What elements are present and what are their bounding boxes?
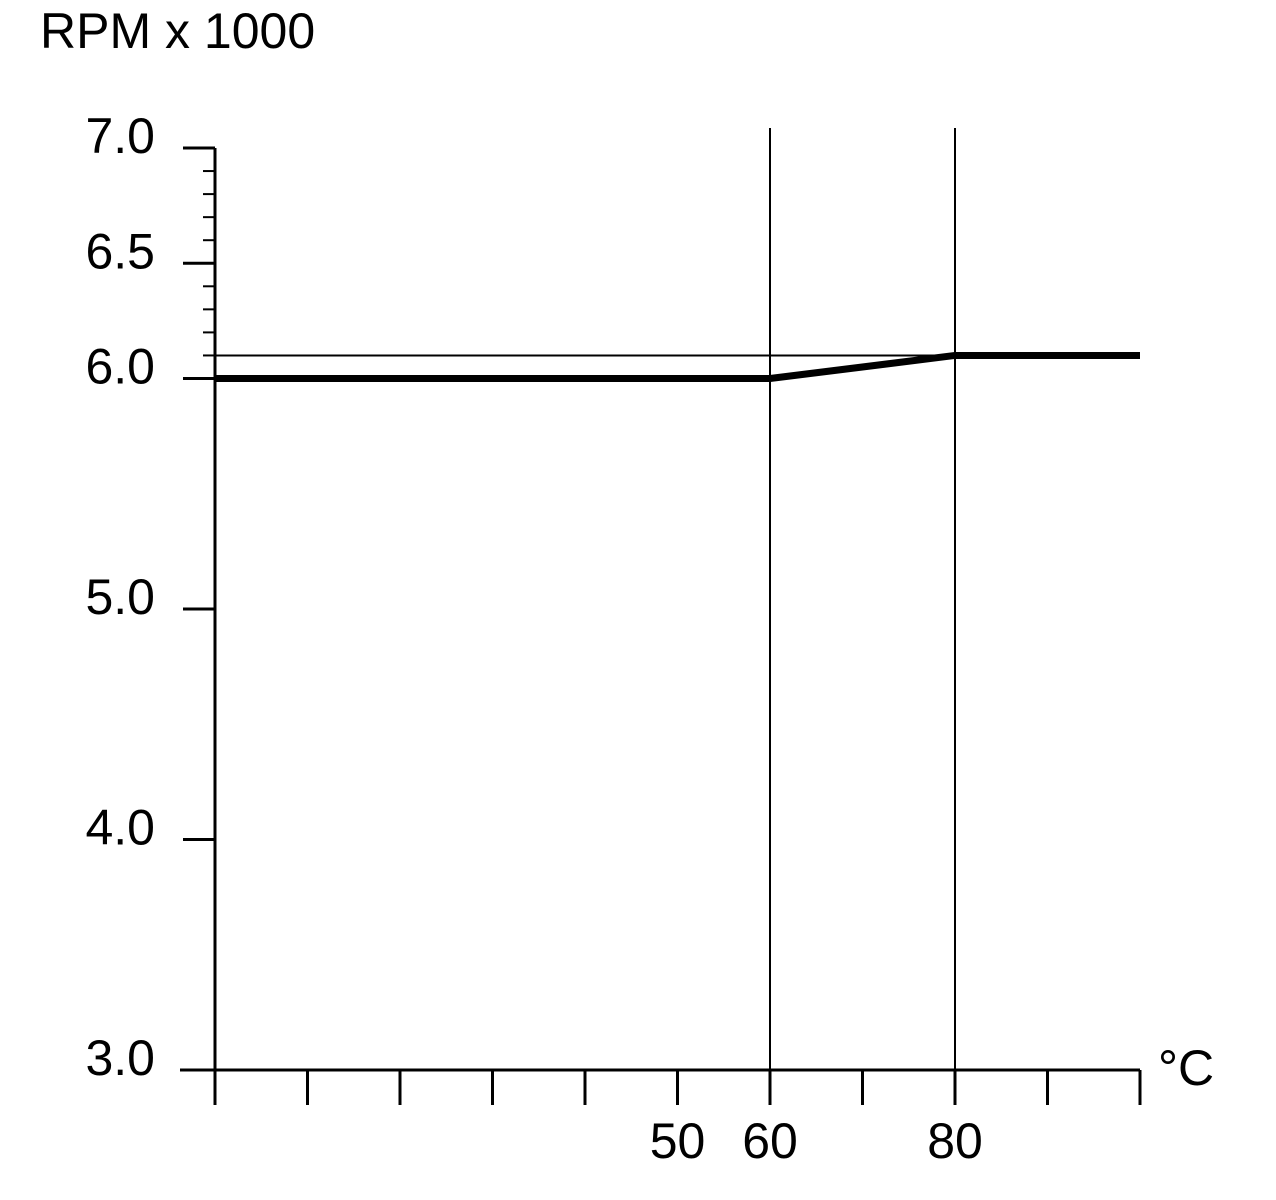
x-tick-label: 60 [742,1113,798,1169]
y-tick-label: 5.0 [85,569,155,625]
y-tick-label: 7.0 [85,108,155,164]
x-tick-label: 50 [650,1113,706,1169]
data-line [215,351,1140,382]
y-tick-label: 6.5 [85,223,155,279]
x-tick-label: 80 [927,1113,983,1169]
chart-title: RPM x 1000 [40,3,315,59]
y-tick-label: 6.0 [85,339,155,395]
y-tick-label: 4.0 [85,800,155,856]
x-unit: °C [1158,1040,1214,1096]
y-tick-label: 3.0 [85,1030,155,1086]
